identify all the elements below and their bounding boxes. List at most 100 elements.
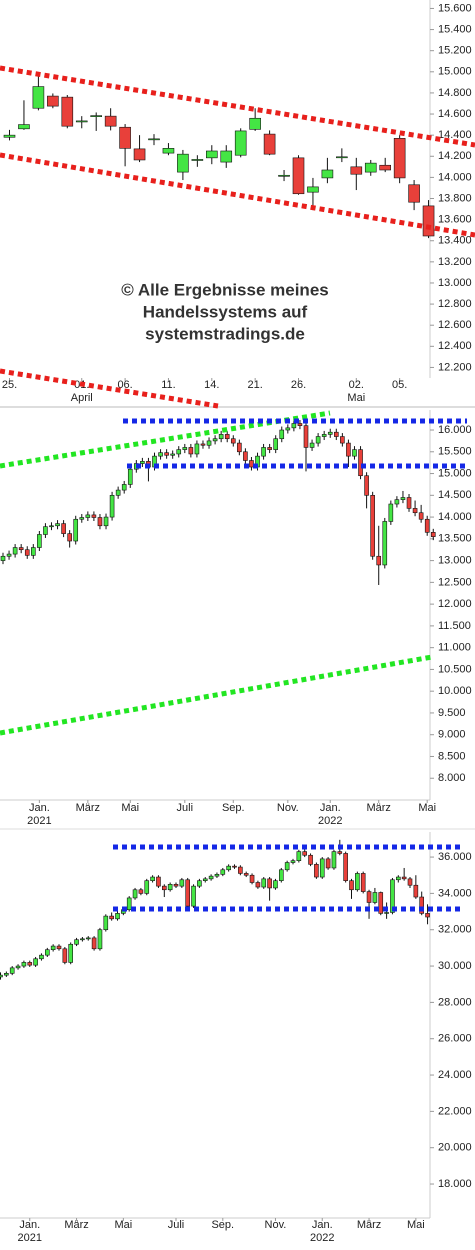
candle [319, 857, 325, 879]
candle-body [393, 138, 406, 179]
candle-body [133, 148, 146, 161]
candle [278, 867, 284, 883]
candle-body [39, 954, 44, 960]
candle-body [119, 126, 131, 149]
candle [4, 971, 9, 977]
candle [395, 875, 401, 883]
candle-body [126, 897, 132, 911]
candle [379, 157, 392, 173]
candle-body [382, 521, 388, 566]
y-tick-label: 12.600 [438, 319, 472, 331]
candle-body [290, 860, 296, 863]
candle-body [132, 889, 138, 899]
candle-body [243, 451, 248, 461]
candle [21, 960, 27, 968]
candle [43, 523, 48, 538]
candle-body [279, 429, 285, 440]
y-tick-label: 13.400 [438, 235, 472, 247]
candle [32, 75, 45, 111]
candle [393, 135, 406, 184]
candle [61, 520, 66, 538]
candle-body [400, 497, 406, 500]
trend-line [0, 368, 219, 409]
y-tick-label: 9.000 [438, 729, 466, 741]
x-sublabel: 2022 [318, 815, 342, 827]
candle-body [191, 159, 204, 161]
candle [267, 877, 272, 901]
x-tick-label: Mai [418, 802, 436, 814]
candle-body [3, 134, 16, 138]
candle [103, 914, 109, 932]
candle-body [200, 443, 206, 446]
candle-body [220, 869, 226, 875]
candle-body [170, 453, 175, 456]
candle-body [140, 461, 145, 464]
candle-body [315, 436, 321, 444]
x-tick-label: März [357, 1219, 381, 1231]
y-tick-label: 8.000 [438, 772, 466, 784]
watermark: © Alle Ergebnisse meines [121, 280, 328, 299]
candle [343, 851, 348, 883]
candle [238, 865, 243, 876]
candle-body [333, 431, 339, 437]
y-tick-label: 32.000 [438, 924, 472, 936]
candle [208, 874, 214, 881]
x-tick-label: 25. [2, 379, 17, 391]
candle-body [9, 967, 15, 974]
x-tick-label: 05. [392, 379, 407, 391]
candle-body [238, 866, 243, 874]
y-tick-label: 15.500 [438, 446, 472, 458]
candle-body [214, 874, 220, 877]
candle-body [55, 523, 60, 527]
candle [44, 947, 50, 957]
candle-body [408, 184, 420, 203]
candle-body [148, 138, 160, 141]
candle-body [425, 913, 430, 918]
candle-body [273, 438, 279, 450]
candle [62, 946, 68, 965]
candle-body [370, 495, 375, 557]
candle-body [6, 553, 12, 557]
y-tick-label: 13.200 [438, 256, 472, 268]
y-tick-label: 14.200 [438, 150, 472, 162]
y-tick-label: 16.000 [438, 424, 472, 436]
candle-body [296, 851, 302, 862]
x-tick-label: Mai [114, 1219, 132, 1231]
candle-body [234, 130, 247, 156]
candle [67, 530, 72, 548]
candle-body [379, 164, 392, 171]
candle [340, 433, 345, 447]
y-tick-label: 14.000 [438, 171, 472, 183]
candle [115, 911, 120, 921]
candle-body [220, 150, 233, 163]
y-tick-label: 15.600 [438, 2, 472, 14]
candle-body [407, 878, 413, 886]
candle [103, 513, 109, 530]
candle [243, 871, 249, 878]
candle-body [44, 949, 50, 956]
candle-body [32, 86, 45, 109]
y-tick-label: 15.000 [438, 467, 472, 479]
candle-body [68, 943, 73, 963]
x-tick-label: 26. [291, 379, 306, 391]
candle [309, 439, 315, 451]
candle [85, 511, 91, 521]
candle [336, 148, 348, 163]
candle-body [366, 891, 372, 903]
candle-body [208, 875, 214, 880]
candle [91, 936, 97, 951]
x-tick-label: Nov. [277, 802, 299, 814]
candle [366, 889, 372, 919]
x-tick-label: Jan. [19, 1219, 40, 1231]
x-tick-label: Nov. [265, 1219, 287, 1231]
candle [39, 953, 44, 961]
candle-body [18, 547, 24, 551]
candle [176, 446, 182, 458]
y-tick-label: 12.800 [438, 298, 472, 310]
x-tick-label: 06. [117, 379, 132, 391]
candle [237, 439, 242, 456]
candle-body [0, 974, 3, 978]
y-tick-label: 14.500 [438, 489, 472, 501]
candle-body [67, 533, 72, 542]
candle-body [61, 523, 66, 534]
